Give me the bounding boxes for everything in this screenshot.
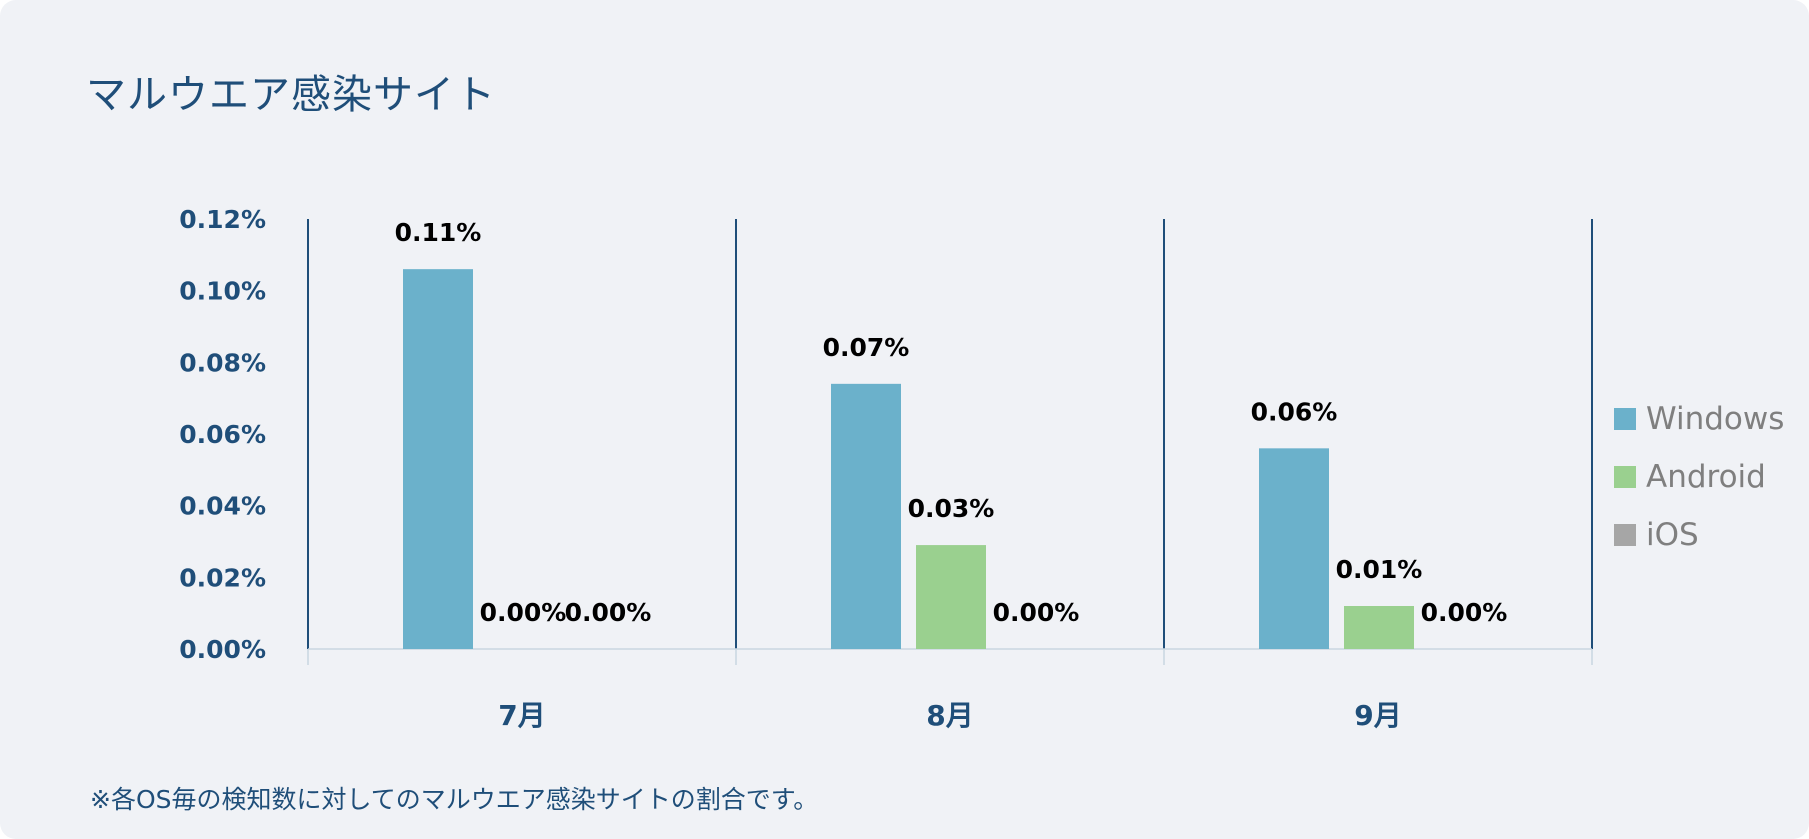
legend: Windows Android iOS <box>1614 390 1784 564</box>
legend-label-ios: iOS <box>1646 517 1699 553</box>
bar-android <box>1344 606 1414 649</box>
data-label: 0.07% <box>823 333 910 362</box>
data-label: 0.00% <box>480 598 567 627</box>
chart-title: マルウエア感染サイト <box>86 72 496 118</box>
legend-swatch-windows <box>1614 408 1636 430</box>
data-label: 0.00% <box>1421 598 1508 627</box>
x-category-label: 9月 <box>1354 699 1401 732</box>
y-tick-label: 0.00% <box>179 635 266 664</box>
bar-windows <box>403 269 473 649</box>
x-category-label: 8月 <box>926 699 973 732</box>
bar-windows <box>1259 448 1329 649</box>
y-tick-label: 0.06% <box>179 420 266 449</box>
data-label: 0.00% <box>565 598 652 627</box>
data-label: 0.01% <box>1336 555 1423 584</box>
y-tick-label: 0.10% <box>179 277 266 306</box>
data-label: 0.03% <box>908 494 995 523</box>
legend-item-ios[interactable]: iOS <box>1614 506 1784 564</box>
y-tick-label: 0.02% <box>179 563 266 592</box>
legend-item-android[interactable]: Android <box>1614 448 1784 506</box>
y-tick-label: 0.04% <box>179 492 266 521</box>
footnote: ※各OS毎の検知数に対してのマルウエア感染サイトの割合です。 <box>90 785 819 814</box>
y-tick-label: 0.08% <box>179 348 266 377</box>
data-label: 0.00% <box>993 598 1080 627</box>
x-category-label: 7月 <box>498 699 545 732</box>
legend-item-windows[interactable]: Windows <box>1614 390 1784 448</box>
legend-label-android: Android <box>1646 459 1766 495</box>
legend-label-windows: Windows <box>1646 401 1785 437</box>
bar-windows <box>831 383 901 649</box>
y-tick-label: 0.12% <box>179 205 266 234</box>
data-label: 0.11% <box>395 218 482 247</box>
legend-swatch-android <box>1614 466 1636 488</box>
data-label: 0.06% <box>1251 397 1338 426</box>
legend-swatch-ios <box>1614 524 1636 546</box>
bar-android <box>916 545 986 649</box>
